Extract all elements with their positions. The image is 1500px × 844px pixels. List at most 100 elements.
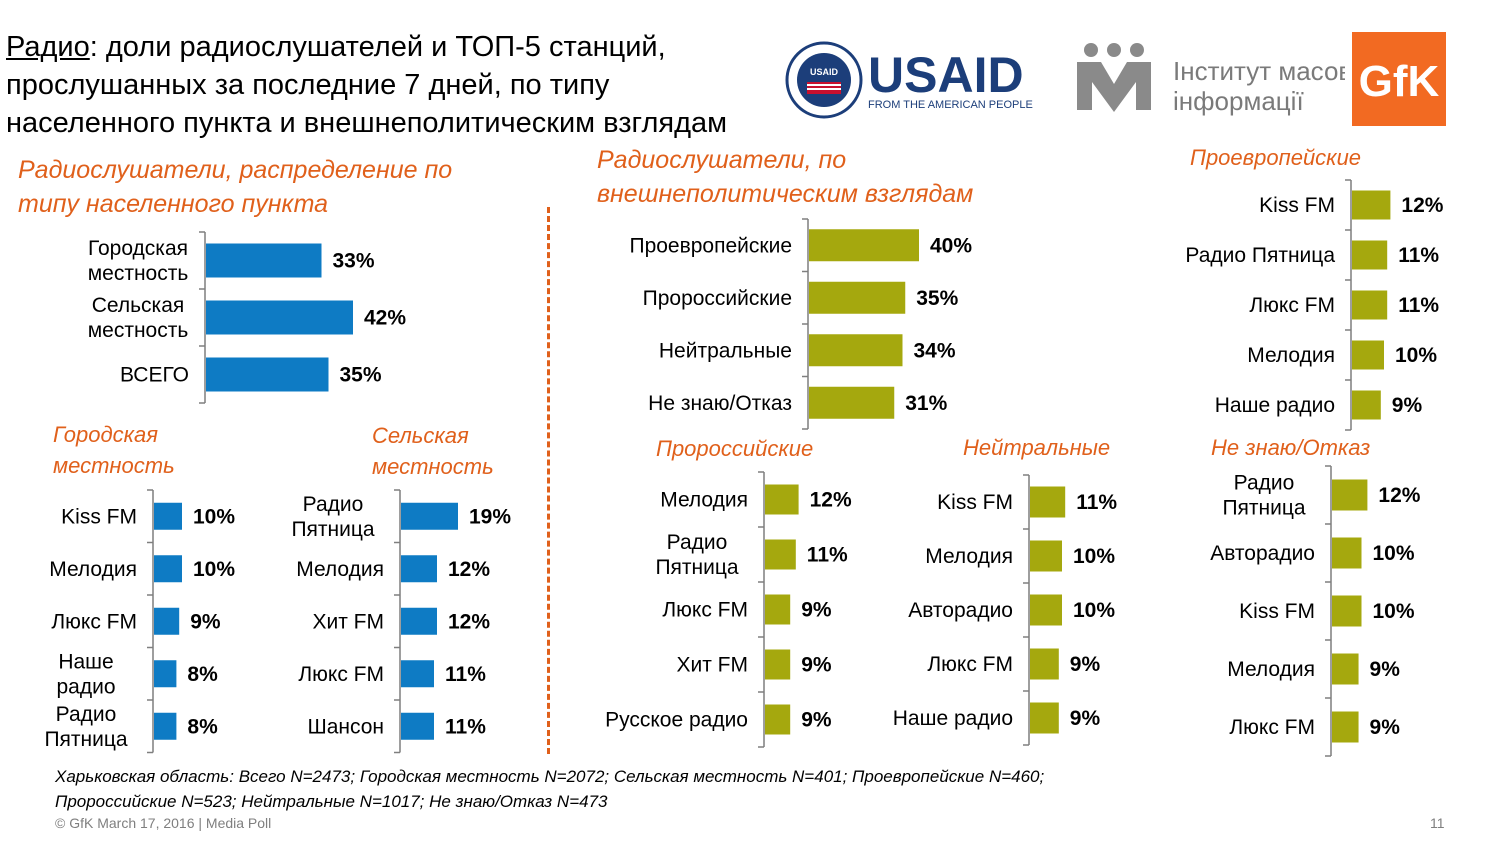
settlement-section-title: Радиослушатели, распределение по типу на… [18,153,452,221]
category-label: Пятница [291,518,374,541]
bar [1030,486,1066,518]
category-label: Люкс FM [51,610,137,633]
data-label: 12% [1401,194,1443,217]
category-label: Радио [56,703,117,726]
data-label: 31% [905,392,947,415]
data-label: 11% [807,544,848,567]
data-label: 10% [1373,542,1415,565]
section-divider [547,207,550,754]
bar [809,229,919,262]
category-label: Пятница [44,728,127,751]
foreign-policy-chart: 40% Проевропейские 35% Пророссийские 34% Нейт… [629,218,972,430]
category-label: Наше радио [1215,394,1335,417]
rural-subtitle: Сельская местность [372,420,494,482]
category-label: Авторадио [1210,542,1315,565]
category-label: местность [88,262,189,285]
data-label: 10% [1373,600,1415,623]
data-label: 12% [810,489,852,512]
category-label: Радио Пятница [1185,244,1335,267]
category-label: Авторадио [908,599,1013,622]
category-label: Люкс FM [298,663,384,686]
data-label: 10% [193,558,235,581]
data-label: 33% [333,250,375,273]
bar [1030,702,1059,734]
bar [1352,240,1388,270]
category-label: Радио [667,531,728,554]
category-label: Мелодия [1227,658,1315,681]
bar [809,386,895,419]
category-label: Мелодия [296,558,384,581]
category-label: радио [56,675,115,698]
footnote-line1: Харьковская область: Всего N=2473; Город… [55,767,1045,786]
bar [765,704,791,735]
bar [765,649,791,680]
data-label: 9% [801,654,832,677]
settlement-title-line1: Радиослушатели, распределение по [18,156,453,184]
copyright: © GfK March 17, 2016 | Media Poll [55,815,272,831]
data-label: 11% [1076,491,1117,514]
foreign-policy-title-line1: Радиослушатели, по [597,146,847,174]
bar [1332,711,1359,743]
category-label: Люкс FM [1229,716,1315,739]
category-label: Сельская [92,294,185,317]
proeuro-subtitle: Проевропейские [1190,145,1362,170]
neutral-subtitle: Нейтральные [963,435,1111,460]
data-label: 19% [469,505,511,528]
bar [1030,648,1059,680]
bar [206,357,329,392]
usaid-wordmark: USAID [868,47,1024,103]
data-label: 9% [1392,394,1423,417]
data-label: 9% [1070,707,1101,730]
bar [765,484,799,515]
category-label: Наше радио [893,707,1013,730]
data-label: 9% [190,610,221,633]
category-label: Городская [88,237,188,260]
bar [206,300,353,335]
data-label: 9% [1370,716,1401,739]
urban-subtitle-line1: Городская [53,422,158,447]
category-label: Хит FM [676,654,748,677]
category-label: Люкс FM [927,653,1013,676]
category-label: Радио [303,493,364,516]
data-label: 9% [801,599,832,622]
bar [1030,540,1062,572]
neutral-top5-chart: 11% Kiss FM 10% Мелодия 10% Авторадио 9% Люкс F… [893,474,1117,746]
sample-footnote: Харьковская область: Всего N=2473; Город… [55,764,1355,814]
data-label: 11% [445,715,486,738]
bar [809,334,903,367]
data-label: 35% [916,287,958,310]
bar [206,243,322,278]
rural-subtitle-line2: местность [372,454,494,479]
category-label: Мелодия [1247,344,1335,367]
category-label: ВСЕГО [120,364,189,387]
category-label: Не знаю/Отказ [648,392,792,415]
bar [765,539,796,570]
category-label: Kiss FM [1239,600,1315,623]
data-label: 11% [1398,244,1439,267]
bar [1352,190,1391,220]
bar [154,555,182,583]
data-label: 11% [445,663,486,686]
data-label: 9% [1370,658,1401,681]
category-label: Мелодия [660,489,748,512]
data-label: 42% [364,307,406,330]
bar [1030,594,1062,626]
category-label: Пятница [655,556,738,579]
category-label: Пророссийские [643,287,792,310]
foreign-policy-section-title: Радиослушатели, по внешнеполитическим вз… [597,143,973,211]
data-label: 10% [193,505,235,528]
bar [1352,390,1381,420]
data-label: 34% [914,339,956,362]
settlement-chart: 33%Городскаяместность42%Сельскаяместност… [88,231,406,404]
rural-subtitle-line1: Сельская [372,423,469,448]
title-line2: прослушанных за последние 7 дней, по тип… [6,69,610,101]
imi-line1: Інститут масової [1173,56,1345,86]
imi-line2: інформації [1173,86,1304,116]
category-label: Kiss FM [937,491,1013,514]
page-number: 11 [1430,815,1445,831]
bar [1332,653,1359,685]
category-label: Нейтральные [659,339,792,362]
usaid-seal-stripe [807,88,841,90]
data-label: 10% [1073,599,1115,622]
